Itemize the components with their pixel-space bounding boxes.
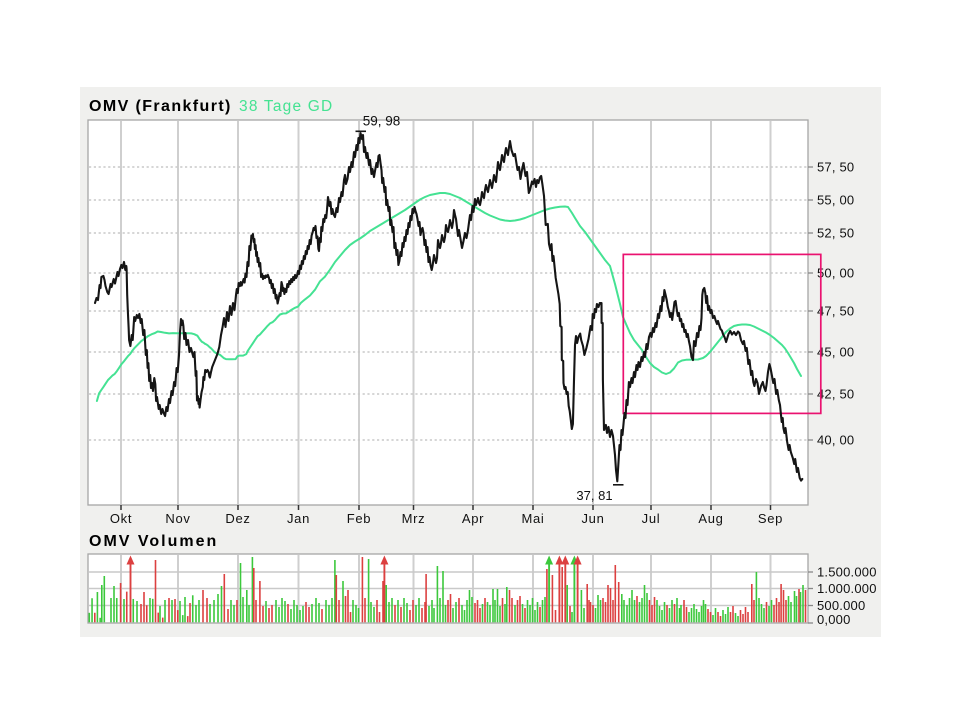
svg-text:55, 00: 55, 00 — [817, 193, 854, 208]
svg-text:37, 81: 37, 81 — [576, 488, 612, 503]
svg-text:1.000.000: 1.000.000 — [817, 581, 877, 596]
svg-text:Jun: Jun — [581, 511, 604, 526]
svg-text:59, 98: 59, 98 — [363, 114, 401, 129]
svg-text:40, 00: 40, 00 — [817, 433, 854, 448]
svg-text:Nov: Nov — [165, 511, 190, 526]
svg-text:Mrz: Mrz — [402, 511, 426, 526]
svg-text:52, 50: 52, 50 — [817, 226, 854, 241]
svg-text:38 Tage GD: 38 Tage GD — [239, 98, 333, 115]
svg-text:Mai: Mai — [521, 511, 544, 526]
svg-text:Sep: Sep — [758, 511, 783, 526]
svg-text:50, 00: 50, 00 — [817, 266, 854, 281]
svg-text:Jan: Jan — [287, 511, 310, 526]
svg-text:Aug: Aug — [698, 511, 723, 526]
svg-text:OMV Volumen: OMV Volumen — [89, 533, 218, 550]
svg-text:Apr: Apr — [462, 511, 484, 526]
svg-text:Okt: Okt — [110, 511, 132, 526]
svg-text:Dez: Dez — [225, 511, 250, 526]
svg-text:57, 50: 57, 50 — [817, 160, 854, 175]
svg-text:42, 50: 42, 50 — [817, 387, 854, 402]
svg-text:1.500.000: 1.500.000 — [817, 565, 877, 580]
svg-text:Jul: Jul — [642, 511, 661, 526]
svg-text:OMV (Frankfurt): OMV (Frankfurt) — [89, 98, 232, 115]
svg-text:500.000: 500.000 — [817, 598, 865, 613]
svg-text:Feb: Feb — [347, 511, 372, 526]
svg-text:45, 00: 45, 00 — [817, 345, 854, 360]
svg-text:0,000: 0,000 — [817, 612, 851, 627]
svg-text:47, 50: 47, 50 — [817, 304, 854, 319]
